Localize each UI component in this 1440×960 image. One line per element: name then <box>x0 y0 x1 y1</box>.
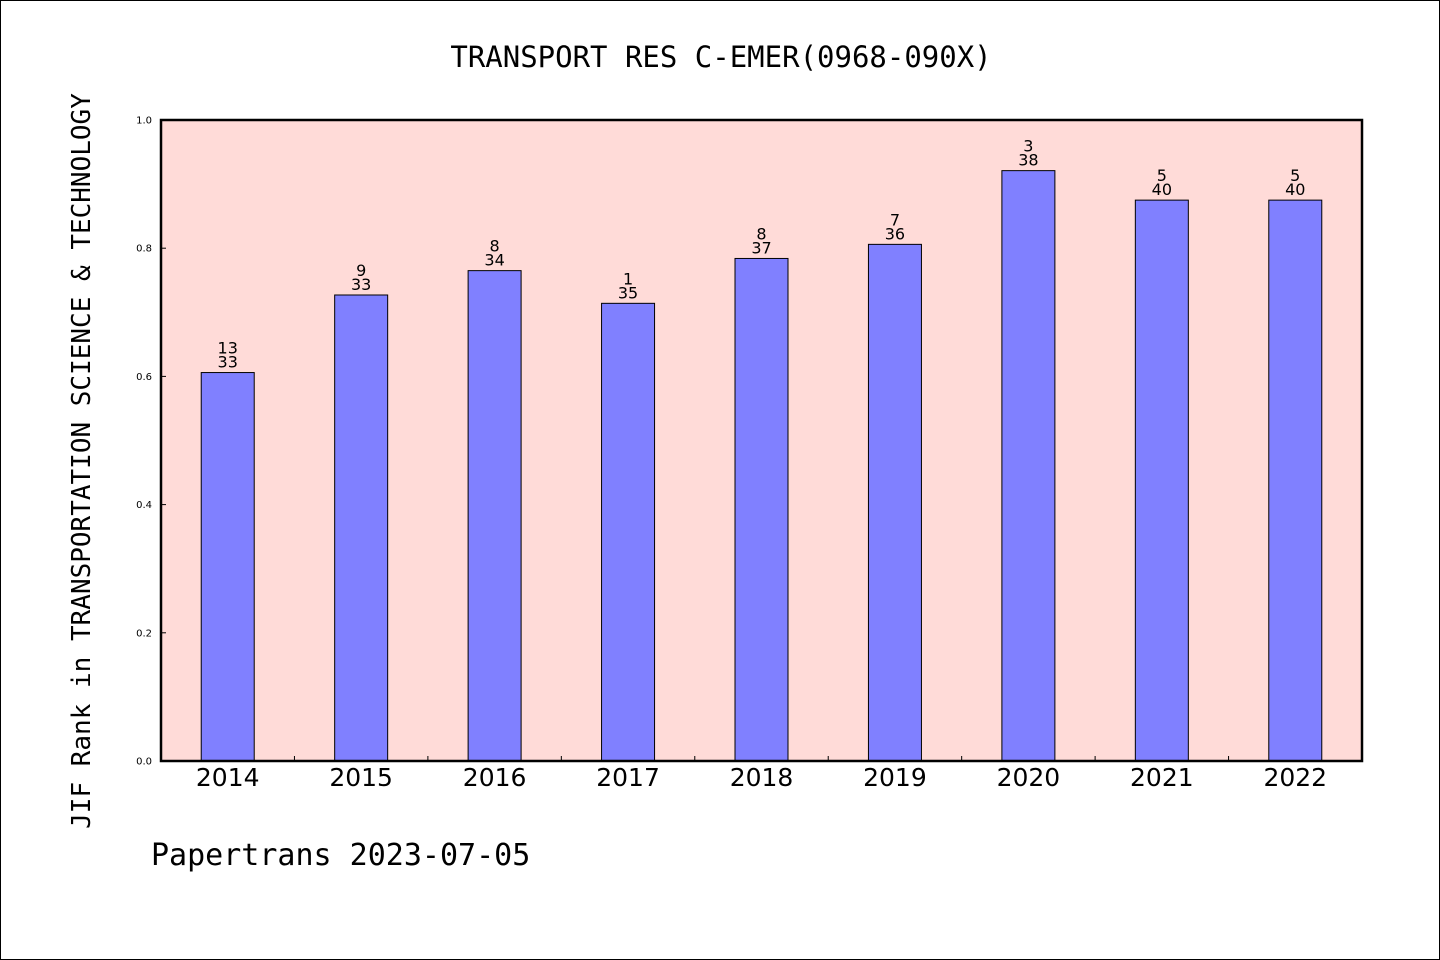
bar-total-label-2022: 40 <box>1285 180 1305 199</box>
bar-2020 <box>1001 170 1056 762</box>
bar-rank-label-2015: 9 <box>356 261 366 280</box>
y-tick-label-1.0: 1.0 <box>136 116 152 127</box>
bar-2016 <box>467 270 522 762</box>
x-tick-label-2020: 2020 <box>997 763 1061 792</box>
x-tick-label-2017: 2017 <box>596 763 660 792</box>
bar-rank-label-2021: 5 <box>1157 166 1167 185</box>
y-tick-label-0.6: 0.6 <box>136 372 152 383</box>
y-tick-label-0.8: 0.8 <box>136 244 152 255</box>
bar-rank-label-2014: 13 <box>218 339 238 358</box>
bar-total-label-2018: 37 <box>751 238 771 257</box>
bar-2018 <box>734 257 789 762</box>
bar-rank-label-2020: 3 <box>1023 137 1033 156</box>
plot-border <box>159 118 1364 763</box>
x-tick-label-2019: 2019 <box>863 763 927 792</box>
bar-rank-label-2018: 8 <box>756 224 766 243</box>
bar-rank-label-2017: 1 <box>623 269 633 288</box>
y-tick-label-0.4: 0.4 <box>136 500 152 511</box>
bar-total-label-2016: 34 <box>484 251 504 270</box>
bar-2021 <box>1134 199 1189 762</box>
bar-rank-label-2022: 5 <box>1290 166 1300 185</box>
x-tick-label-2014: 2014 <box>196 763 260 792</box>
bar-2019 <box>867 243 922 762</box>
chart-title: TRANSPORT RES C-EMER(0968-090X) <box>450 40 991 74</box>
y-tick-label-0.0: 0.0 <box>136 757 152 768</box>
x-tick-label-2021: 2021 <box>1130 763 1194 792</box>
x-axis-ticks: 2014 2015 2016 2017 2018 2019 2020 2021 2022 <box>196 756 1327 792</box>
footer-credit: Papertrans 2023-07-05 <box>151 838 530 873</box>
bar-2014 <box>200 372 255 762</box>
bar-rank-label-2019: 7 <box>890 210 900 229</box>
x-tick-label-2022: 2022 <box>1263 763 1327 792</box>
y-tick-label-0.2: 0.2 <box>136 628 152 639</box>
x-tick-label-2015: 2015 <box>329 763 393 792</box>
bars-group <box>200 170 1323 762</box>
bar-2015 <box>334 294 389 762</box>
bar-total-label-2020: 38 <box>1018 151 1038 170</box>
bar-total-label-2014: 33 <box>218 353 238 372</box>
bar-rank-label-2016: 8 <box>490 237 500 256</box>
bar-total-label-2015: 33 <box>351 275 371 294</box>
bar-2022 <box>1268 199 1323 762</box>
bar-total-label-2019: 36 <box>885 224 905 243</box>
bar-2017 <box>601 302 656 762</box>
y-axis-label: JIF Rank in TRANSPORTATION SCIENCE & TEC… <box>67 93 97 829</box>
x-tick-label-2016: 2016 <box>463 763 527 792</box>
bar-total-label-2021: 40 <box>1152 180 1172 199</box>
bar-total-label-2017: 35 <box>618 283 638 302</box>
x-tick-label-2018: 2018 <box>730 763 794 792</box>
